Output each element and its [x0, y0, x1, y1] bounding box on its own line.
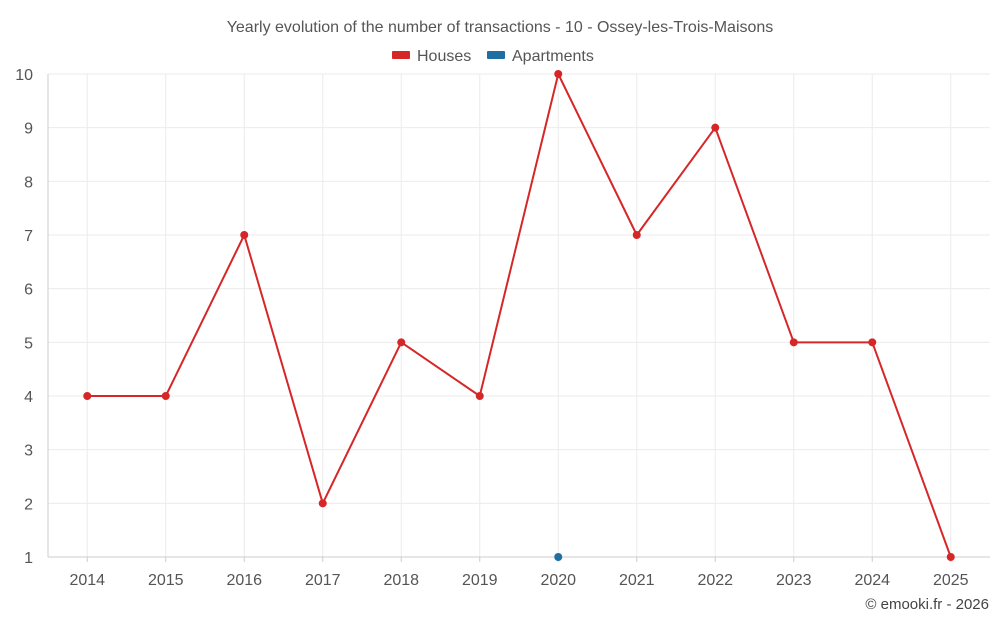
x-tick-label: 2025 — [933, 572, 969, 589]
legend-swatch-apartments — [487, 51, 505, 59]
x-tick-label: 2024 — [854, 572, 890, 589]
grid — [48, 73, 990, 557]
data-point-houses[interactable] — [789, 338, 798, 347]
series — [83, 70, 955, 561]
y-tick-label: 4 — [24, 389, 33, 406]
data-point-houses[interactable] — [240, 231, 249, 239]
data-point-houses[interactable] — [868, 338, 877, 347]
y-tick-label: 1 — [24, 550, 33, 567]
x-tick-label: 2016 — [226, 572, 262, 589]
y-tick-label: 10 — [15, 67, 33, 84]
legend: Houses Apartments — [392, 48, 594, 65]
data-point-houses[interactable] — [554, 70, 563, 78]
data-point-houses[interactable] — [397, 338, 406, 347]
y-tick-label: 8 — [24, 174, 33, 191]
axes: 1 2 3 4 5 6 7 8 9 10 2014 2015 2016 2017 2018 2019 2020 2… — [15, 67, 990, 589]
series-line-houses — [87, 73, 952, 558]
data-point-houses[interactable] — [632, 231, 641, 239]
y-tick-label: 9 — [24, 121, 33, 138]
legend-label-apartments: Apartments — [512, 48, 594, 65]
data-point-houses[interactable] — [161, 392, 170, 400]
y-tick-label: 2 — [24, 496, 33, 513]
data-point-houses[interactable] — [711, 123, 720, 132]
data-point-houses[interactable] — [475, 392, 484, 400]
x-tick-label: 2020 — [540, 572, 576, 589]
x-tick-label: 2019 — [462, 572, 498, 589]
y-tick-label: 5 — [24, 335, 33, 352]
y-tick-label: 7 — [24, 228, 33, 245]
chart-title: Yearly evolution of the number of transa… — [227, 19, 774, 36]
legend-label-houses: Houses — [417, 48, 471, 65]
x-tick-label: 2017 — [305, 572, 341, 589]
legend-item-apartments[interactable]: Apartments — [487, 48, 594, 65]
x-tick-label: 2015 — [148, 572, 184, 589]
data-point-houses[interactable] — [946, 553, 955, 561]
data-point-apartments[interactable] — [554, 553, 563, 561]
legend-swatch-houses — [392, 51, 410, 59]
data-point-houses[interactable] — [318, 499, 327, 508]
x-tick-label: 2023 — [776, 572, 812, 589]
legend-item-houses[interactable]: Houses — [392, 48, 471, 65]
x-tick-label: 2014 — [69, 572, 105, 589]
x-tick-label: 2021 — [619, 572, 655, 589]
data-point-houses[interactable] — [83, 392, 92, 400]
credit-text: © emooki.fr - 2026 — [865, 596, 989, 613]
x-tick-label: 2018 — [383, 572, 419, 589]
y-tick-label: 6 — [24, 282, 33, 299]
x-tick-label: 2022 — [697, 572, 733, 589]
y-tick-label: 3 — [24, 443, 33, 460]
